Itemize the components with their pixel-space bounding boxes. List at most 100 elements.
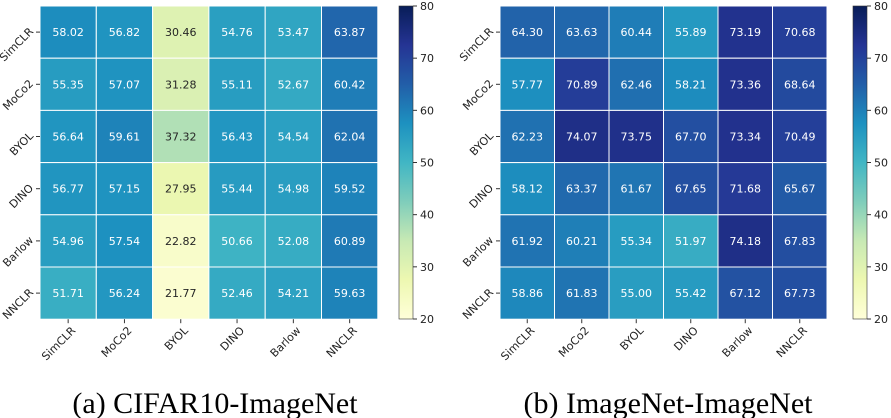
y-tick-label: NNCLR xyxy=(460,286,496,322)
panel-caption: (a) CIFAR10-ImageNet xyxy=(72,387,358,418)
heatmap-cell xyxy=(39,5,97,59)
heatmap-cell xyxy=(208,57,266,111)
cell-value-label: 55.35 xyxy=(52,78,84,91)
heatmap-cell xyxy=(663,162,719,216)
colorbar-tick-label: 70 xyxy=(874,52,888,65)
y-tick-label: MoCo2 xyxy=(460,77,496,113)
heatmap-cell xyxy=(95,5,154,59)
cell-value-label: 61.92 xyxy=(512,235,544,248)
cell-value-label: 54.98 xyxy=(278,183,310,196)
colorbar-tick-label: 80 xyxy=(420,0,434,13)
heatmap-panel-a: 58.02 56.82 30.46 54.76 53.47 63.87 55.35 57.07… xyxy=(0,0,434,418)
cell-value-label: 54.54 xyxy=(278,131,310,144)
heatmap-cell xyxy=(321,214,379,268)
heatmap-cell xyxy=(208,214,266,268)
x-tick-label: DINO xyxy=(671,324,701,354)
x-tick-label: MoCo2 xyxy=(556,324,592,360)
cell-value-label: 65.67 xyxy=(784,183,816,196)
cell-value-label: 63.37 xyxy=(566,183,598,196)
heatmap-cell xyxy=(608,5,664,59)
cell-value-label: 31.28 xyxy=(165,78,197,91)
y-tick-label: BYOL xyxy=(467,129,497,159)
y-tick-label: DINO xyxy=(467,181,497,211)
heatmap-cell xyxy=(152,5,210,59)
cell-value-label: 58.86 xyxy=(512,287,544,300)
heatmap-cell xyxy=(39,214,97,268)
heatmap-cell xyxy=(554,5,610,59)
heatmap-cell xyxy=(95,109,154,164)
cell-value-label: 55.89 xyxy=(675,26,707,39)
cell-value-label: 73.36 xyxy=(730,78,762,91)
colorbar-tick-label: 30 xyxy=(420,261,434,274)
cell-value-label: 71.68 xyxy=(730,183,762,196)
cell-value-label: 64.30 xyxy=(512,26,544,39)
colorbar-tick-label: 80 xyxy=(874,0,888,13)
colorbar-tick-label: 40 xyxy=(420,209,434,222)
cell-value-label: 67.83 xyxy=(784,235,816,248)
x-tick-label: Barlow xyxy=(268,324,304,360)
colorbar xyxy=(398,5,414,320)
heatmap-cell xyxy=(717,162,773,216)
heatmap-cell xyxy=(264,162,323,216)
cell-value-label: 63.63 xyxy=(566,26,598,39)
cell-value-label: 74.18 xyxy=(730,235,762,248)
colorbar-tick-label: 70 xyxy=(420,52,434,65)
x-tick-label: Barlow xyxy=(720,324,756,360)
heatmap-cell xyxy=(772,266,828,320)
colorbar-tick-label: 20 xyxy=(874,313,888,326)
cell-value-label: 70.68 xyxy=(784,26,816,39)
colorbar-tick-label: 20 xyxy=(420,313,434,326)
cell-value-label: 67.73 xyxy=(784,287,816,300)
heatmap-cell xyxy=(208,162,266,216)
heatmap-cell xyxy=(717,214,773,268)
cell-value-label: 58.21 xyxy=(675,78,707,91)
colorbar-tick-label: 50 xyxy=(874,157,888,170)
heatmap-cell xyxy=(772,109,828,164)
cell-value-label: 62.23 xyxy=(512,131,544,144)
cell-value-label: 56.24 xyxy=(109,287,141,300)
heatmap-cell xyxy=(717,57,773,111)
cell-value-label: 54.96 xyxy=(52,235,84,248)
cell-value-label: 55.00 xyxy=(621,287,653,300)
cell-value-label: 55.44 xyxy=(221,183,253,196)
y-tick-label: Barlow xyxy=(460,234,496,270)
cell-value-label: 30.46 xyxy=(165,26,197,39)
cell-value-label: 67.65 xyxy=(675,183,707,196)
cell-value-label: 52.67 xyxy=(278,78,310,91)
heatmap-cell xyxy=(39,162,97,216)
panel-caption: (b) ImageNet-ImageNet xyxy=(523,387,813,418)
heatmap-panel-b: 64.30 63.63 60.44 55.89 73.19 70.68 57.77 70.89… xyxy=(457,0,888,418)
x-tick-label: BYOL xyxy=(617,324,647,354)
heatmap-cell xyxy=(772,57,828,111)
cell-value-label: 37.32 xyxy=(165,131,197,144)
heatmap-cell xyxy=(95,162,154,216)
heatmap-cell xyxy=(152,214,210,268)
cell-value-label: 55.11 xyxy=(221,78,253,91)
cell-value-label: 74.07 xyxy=(566,131,598,144)
x-tick-label: SimCLR xyxy=(39,324,78,363)
cell-value-label: 51.97 xyxy=(675,235,707,248)
cell-value-label: 63.87 xyxy=(334,26,366,39)
heatmap-cell xyxy=(499,5,555,59)
heatmap-cell xyxy=(321,109,379,164)
cell-value-label: 62.46 xyxy=(621,78,653,91)
cell-value-label: 54.21 xyxy=(278,287,310,300)
heatmap-cell xyxy=(717,266,773,320)
cell-value-label: 70.49 xyxy=(784,131,816,144)
cell-value-label: 73.75 xyxy=(621,131,653,144)
cell-value-label: 56.64 xyxy=(52,131,84,144)
cell-value-label: 61.83 xyxy=(566,287,598,300)
cell-value-label: 22.82 xyxy=(165,235,197,248)
cell-value-label: 55.34 xyxy=(621,235,653,248)
heatmap-cell xyxy=(321,162,379,216)
heatmap-cell xyxy=(772,5,828,59)
cell-value-label: 56.82 xyxy=(109,26,141,39)
colorbar-tick-label: 60 xyxy=(874,104,888,117)
x-tick-label: NNCLR xyxy=(774,324,810,360)
cell-value-label: 53.47 xyxy=(278,26,310,39)
cell-value-label: 56.43 xyxy=(221,131,253,144)
cell-value-label: 58.02 xyxy=(52,26,84,39)
cell-value-label: 59.63 xyxy=(334,287,366,300)
cell-value-label: 60.44 xyxy=(621,26,653,39)
cell-value-label: 50.66 xyxy=(221,235,253,248)
